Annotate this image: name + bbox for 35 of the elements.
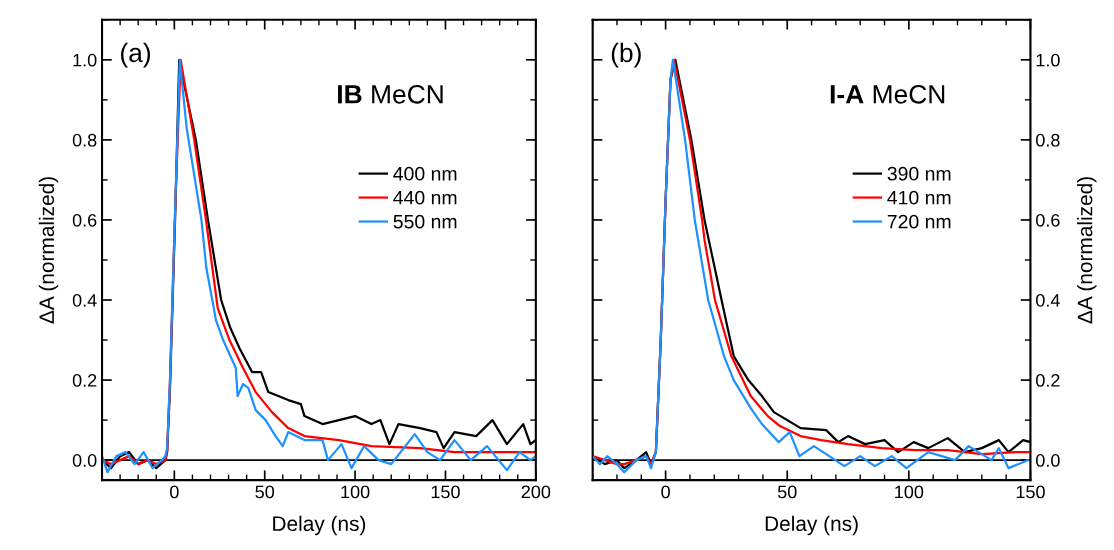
y2-axis-title: ΔA (normalized) — [1077, 177, 1097, 324]
x-tick-label: 50 — [777, 485, 797, 499]
y2-tick-label: 1.0 — [1036, 53, 1060, 67]
legend-label: 400 nm — [393, 166, 457, 181]
legend-label: 440 nm — [393, 190, 457, 205]
x-tick-label: 50 — [255, 485, 275, 499]
y2-tick-label: 0.0 — [1036, 454, 1060, 467]
y2-tick-label: 0.2 — [1036, 374, 1060, 387]
y2-tick-label: 0.4 — [1036, 293, 1060, 307]
x-tick-label: 200 — [521, 485, 551, 499]
y-tick-label: 0.2 — [72, 374, 97, 387]
x-tick-label: 0 — [170, 485, 179, 499]
y-tick-label: 0.0 — [72, 454, 97, 467]
x-tick-label: 100 — [341, 485, 370, 499]
y2-tick-label: 0.6 — [1036, 213, 1060, 227]
annotation: (b) — [611, 42, 641, 68]
annotation: IB MeCN — [338, 84, 443, 104]
y-axis-title: ΔA (normalized) — [38, 177, 59, 324]
legend-label: 550 nm — [393, 214, 457, 229]
y-tick-label: 0.4 — [72, 293, 97, 307]
y-tick-label: 0.8 — [72, 133, 97, 147]
legend-label: 410 nm — [887, 190, 951, 205]
x-tick-label: 150 — [431, 485, 460, 499]
x-tick-label: 100 — [895, 485, 924, 499]
y-tick-label: 0.6 — [72, 213, 97, 227]
x-axis-title: Delay (ns) — [273, 515, 366, 536]
y-tick-label: 1.0 — [73, 53, 97, 67]
x-tick-label: 150 — [1016, 485, 1045, 499]
legend-label: 720 nm — [887, 214, 951, 229]
y2-tick-label: 0.8 — [1036, 133, 1060, 147]
legend-label: 390 nm — [887, 166, 951, 181]
x-tick-label: 0 — [661, 485, 670, 499]
x-axis-title: Delay (ns) — [765, 515, 858, 536]
annotation: I-A MeCN — [830, 84, 945, 104]
annotation: (a) — [121, 42, 151, 68]
